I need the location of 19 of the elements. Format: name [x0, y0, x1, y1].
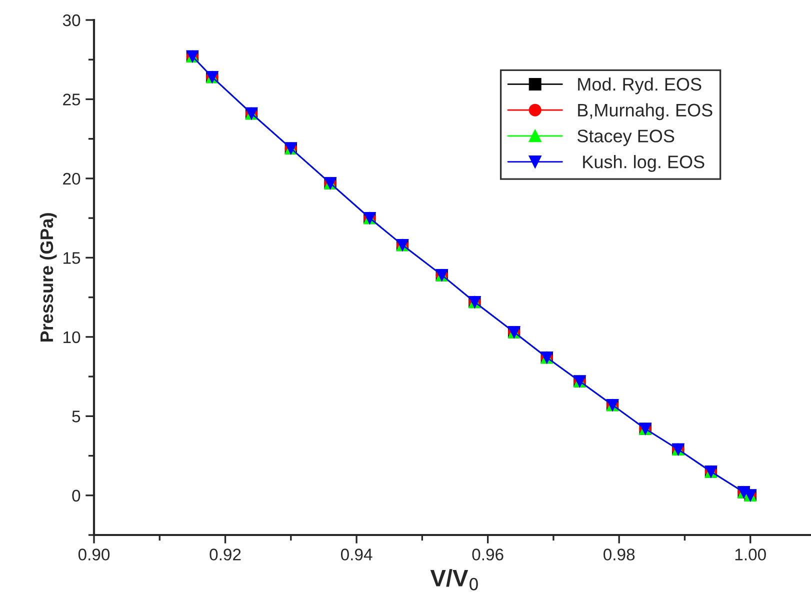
y-tick-label: 0 — [72, 490, 80, 502]
legend-label: B,Murnahg. EOS — [578, 103, 712, 120]
y-axis-title: Pressure (GPa) — [40, 213, 57, 342]
x-tick-label: 0.98 — [604, 548, 635, 560]
legend-label: Mod. Ryd. EOS — [578, 77, 702, 94]
x-tick-label: 0.92 — [210, 548, 241, 560]
y-tick-label: 5 — [72, 410, 80, 422]
legend-label: Stacey EOS — [577, 130, 674, 146]
y-tick-label: 10 — [64, 331, 80, 344]
y-tick-label: 20 — [63, 172, 80, 185]
y-tick-label: 25 — [63, 94, 80, 106]
x-tick-label: 0.96 — [472, 548, 504, 560]
y-tick-label: 15 — [64, 252, 80, 264]
x-tick-label: 0.90 — [78, 548, 110, 560]
legend-label: Kush. log. EOS — [583, 155, 704, 172]
x-tick-label: 0.94 — [340, 548, 372, 560]
y-tick-label: 30 — [62, 14, 80, 26]
x-tick-label: 1.00 — [735, 548, 766, 560]
x-axis-title: V/V$_{0}$ — [430, 569, 478, 590]
